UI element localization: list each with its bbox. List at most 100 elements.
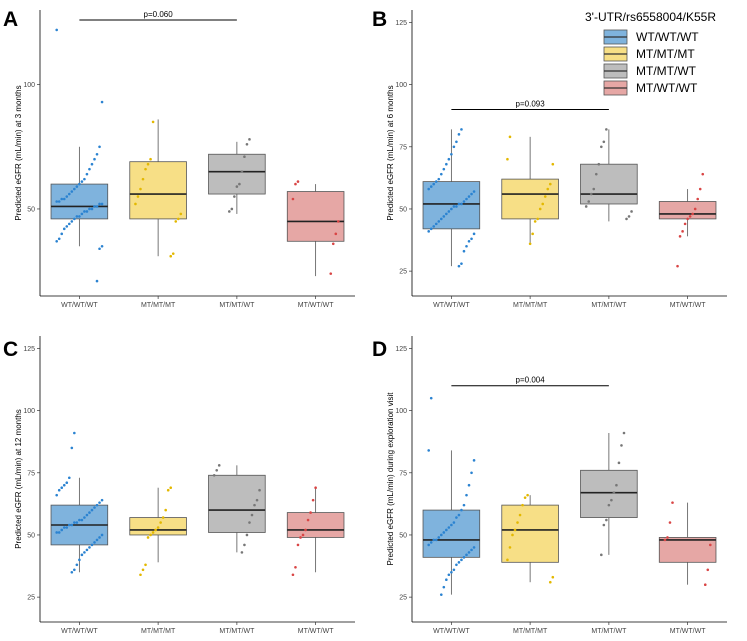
data-point [683,222,687,226]
y-tick-label: 75 [399,470,407,477]
legend-label: MT/WT/WT [636,81,698,95]
data-point [98,536,101,539]
data-point [671,501,674,504]
data-point [78,558,81,562]
data-point [70,446,74,450]
data-point [57,531,61,534]
data-point [693,207,697,211]
panel-letter: D [372,338,387,361]
data-point [432,182,436,186]
panel-letter: B [372,8,387,31]
data-point [67,192,71,196]
legend-title: 3'-UTR/rs6558004/K55R [585,10,716,24]
y-tick-label: 100 [23,82,35,89]
data-point [467,551,471,554]
data-point [548,580,552,584]
data-point [508,135,512,139]
data-point [612,491,616,494]
x-tick-label: MT/WT/WT [298,302,334,309]
data-point [668,521,672,524]
data-point [610,498,613,502]
data-point [250,513,254,517]
data-point [506,558,509,562]
data-point [442,585,446,589]
data-point [460,128,463,131]
data-point [445,212,448,216]
data-point [85,210,89,213]
data-point [88,511,91,514]
data-point [450,207,453,211]
data-point [70,220,74,223]
data-point [70,570,74,574]
data-point [95,152,99,156]
data-point [253,503,256,507]
data-point [447,157,451,161]
data-point [141,568,145,572]
data-point [98,145,101,149]
data-point [709,543,712,547]
data-point [508,546,512,549]
data-point [73,217,76,221]
data-point [442,167,446,171]
box-mt-wt-wt [658,201,717,220]
y-tick-label: 50 [399,532,407,539]
data-point [73,187,76,191]
data-point [235,185,239,188]
data-point [174,220,178,223]
y-axis-label: Predicted eGFR (mL/min) at 3 months [14,85,23,220]
panel-d: D 25 50 75 100 125 Predicted eGFR (mL/min) dur… [372,336,727,635]
data-point [88,167,91,171]
data-point [541,202,545,206]
data-point [95,538,99,542]
data-point [93,506,96,509]
box-mt-wt-wt [658,537,717,563]
data-point [238,182,241,186]
data-point [467,239,471,243]
data-point [75,185,79,188]
data-point [594,172,598,176]
data-point [427,449,430,452]
data-point [62,197,66,201]
data-point [429,541,433,544]
data-point [83,551,86,554]
data-point [584,205,588,208]
box-wt-wt-wt [422,181,481,230]
data-point [65,526,69,529]
y-tick-label: 75 [399,144,407,151]
data-point [698,187,702,191]
data-point [146,536,150,539]
data-point [457,561,461,564]
panel-letter: C [3,338,18,361]
data-point [88,546,91,549]
legend-label: MT/MT/MT [636,47,695,61]
data-point [291,197,295,201]
data-point [306,518,310,522]
x-tick-label: MT/MT/WT [219,302,255,309]
data-point [548,182,552,186]
data-point [98,501,101,504]
data-point [301,533,305,537]
data-point [434,222,438,226]
data-point [93,157,96,161]
data-point [62,227,66,231]
data-point [245,533,249,537]
data-point [65,225,69,228]
data-point [703,583,707,586]
data-point [161,516,165,519]
panel-c: C 25 50 75 100 125 Predicted eGFR (mL/min) at … [3,336,355,635]
data-point [243,543,246,547]
data-point [452,521,456,524]
data-point [80,180,84,183]
data-point [465,553,468,557]
data-point [696,197,700,201]
data-point [311,498,315,502]
data-point [467,195,471,198]
x-tick-label: MT/MT/MT [141,302,176,309]
data-point [255,498,259,502]
box-mt-mt-wt [580,163,638,205]
data-point [179,212,183,216]
data-point [62,526,66,529]
y-tick-label: 100 [395,408,407,415]
data-point [151,120,155,124]
